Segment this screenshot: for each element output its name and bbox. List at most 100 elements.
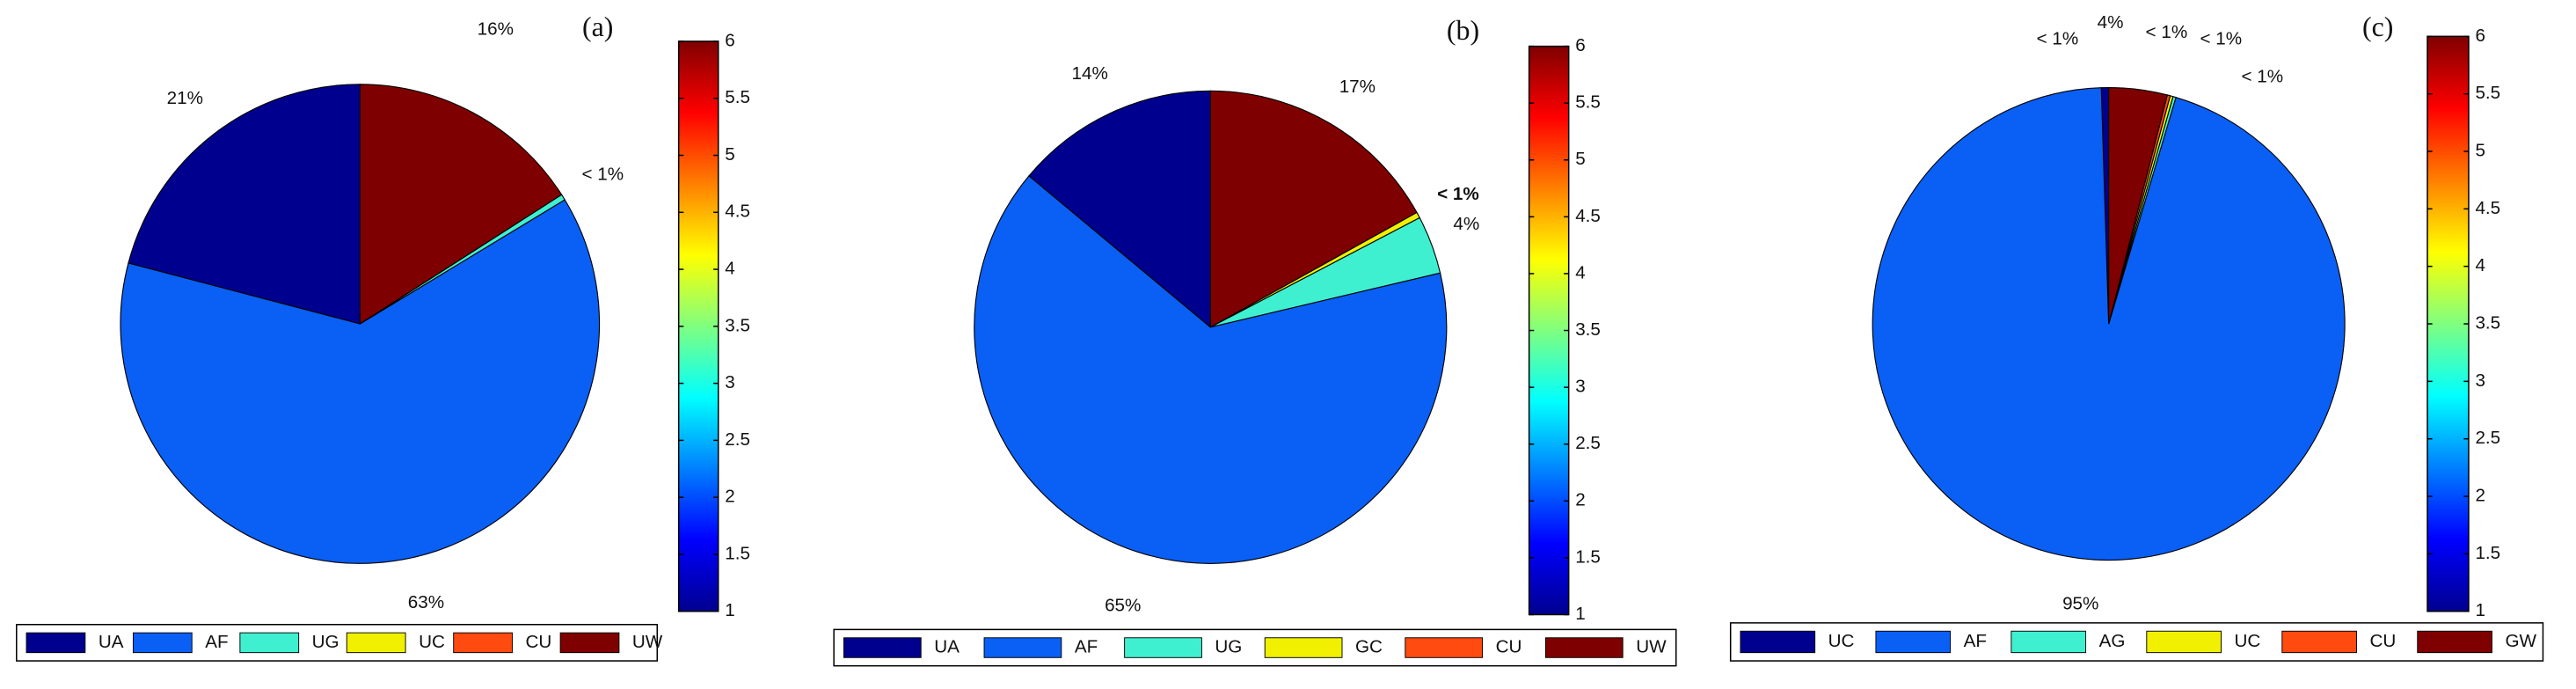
slice-label: < 1% — [2200, 29, 2243, 49]
legend-label: UW — [1636, 636, 1667, 656]
legend-box — [833, 628, 1677, 667]
slice-label: 65% — [1105, 596, 1141, 616]
legend-swatch — [1264, 637, 1343, 658]
legend-label: GW — [2505, 631, 2536, 651]
colorbar-tick-label: 4 — [725, 259, 734, 279]
legend-label: UC — [2235, 631, 2261, 651]
legend-label: UG — [1215, 636, 1242, 656]
legend-swatch — [843, 637, 922, 658]
legend-swatch — [2010, 630, 2087, 654]
colorbar-tick-label: 2 — [1575, 490, 1585, 510]
slice-label: 95% — [2062, 594, 2098, 614]
legend-swatch — [1875, 630, 1952, 654]
panel-title: (b) — [1447, 15, 1479, 46]
slice-label: < 1% — [581, 165, 624, 185]
legend-label: GC — [1355, 636, 1383, 656]
pie-slice — [2108, 86, 2169, 325]
legend-swatch — [26, 632, 86, 654]
colorbar-tick-label: 2.5 — [1575, 433, 1601, 453]
colorbar-tick-label: 5 — [2475, 140, 2485, 160]
legend-label: AF — [1964, 631, 1987, 651]
colorbar — [2426, 35, 2470, 612]
legend-swatch — [239, 632, 300, 654]
legend-label: AF — [1075, 636, 1098, 656]
slice-label: < 1% — [2037, 29, 2079, 49]
legend-label: CU — [526, 632, 552, 652]
colorbar-tick-label: 1 — [725, 600, 734, 620]
slice-label: 17% — [1339, 77, 1376, 97]
colorbar-tick-label: 5 — [725, 144, 734, 165]
colorbar-tick-label: 5.5 — [1575, 92, 1601, 113]
colorbar-tick-label: 5.5 — [2475, 83, 2500, 103]
legend-swatch — [983, 637, 1062, 658]
pie-slice — [974, 175, 1448, 564]
legend-label: AG — [2099, 631, 2126, 651]
pie-slice — [359, 84, 563, 326]
legend-swatch — [2417, 630, 2492, 654]
colorbar-tick-label: 4.5 — [1575, 206, 1601, 226]
colorbar-tick-label: 1.5 — [2475, 543, 2500, 563]
legend-swatch — [1544, 637, 1624, 658]
pie-slice — [128, 84, 361, 325]
colorbar-tick-label: 4.5 — [725, 202, 750, 222]
colorbar-tick-label: 2.5 — [725, 429, 750, 450]
legend-swatch — [2281, 630, 2357, 654]
colorbar-tick-label: 3.5 — [2475, 312, 2500, 333]
legend-label: UG — [312, 632, 339, 652]
pie-slice — [1209, 90, 1418, 328]
colorbar-tick-label: 3 — [1575, 377, 1585, 397]
legend-label: AF — [205, 632, 228, 652]
colorbar-tick-label: 5 — [1575, 149, 1585, 169]
colorbar-tick-label: 5.5 — [725, 87, 750, 107]
legend-label: CU — [1496, 636, 1522, 656]
pie-slice — [1028, 90, 1211, 328]
slice-label: 16% — [478, 18, 514, 39]
legend-label: UC — [419, 632, 445, 652]
colorbar-tick-label: 3 — [2475, 370, 2485, 391]
colorbar-tick-label: 2.5 — [2475, 428, 2500, 448]
slice-label: 4% — [2098, 12, 2124, 33]
legend-box — [1729, 622, 2544, 662]
colorbar — [677, 40, 719, 612]
colorbar-tick-label: 3 — [725, 372, 734, 392]
legend-swatch — [1405, 637, 1484, 658]
colorbar-tick-label: 1 — [1575, 604, 1585, 624]
slice-label: 21% — [167, 88, 203, 108]
legend-swatch — [1740, 630, 1816, 654]
colorbar — [1528, 45, 1570, 616]
colorbar-tick-label: 6 — [725, 30, 734, 50]
slice-label: < 1% — [2241, 67, 2283, 87]
slice-label: 14% — [1072, 63, 1108, 84]
legend-label: UA — [99, 632, 124, 652]
panel-title: (c) — [2362, 11, 2393, 42]
legend-label: UW — [632, 632, 663, 652]
colorbar-tick-label: 2 — [2475, 486, 2485, 506]
panel-title: (a) — [582, 11, 613, 42]
colorbar-tick-label: 6 — [2475, 26, 2485, 46]
slice-label: 4% — [1453, 214, 1479, 234]
legend-swatch — [453, 632, 513, 654]
legend-label: UC — [1828, 631, 1855, 651]
colorbar-tick-label: 2 — [725, 487, 734, 507]
colorbar-tick-label: 1.5 — [725, 543, 750, 563]
legend-swatch — [1124, 637, 1202, 658]
legend-label: UA — [934, 636, 960, 656]
colorbar-tick-label: 6 — [1575, 35, 1585, 55]
pie-slice — [120, 199, 601, 564]
legend-swatch — [559, 632, 620, 654]
colorbar-tick-label: 4 — [2475, 255, 2485, 275]
colorbar-tick-label: 3.5 — [1575, 319, 1601, 340]
colorbar-tick-label: 1 — [2475, 600, 2485, 620]
slice-label: 63% — [408, 592, 444, 612]
legend-swatch — [2146, 630, 2222, 654]
colorbar-tick-label: 4.5 — [2475, 198, 2500, 218]
legend-label: CU — [2369, 631, 2396, 651]
colorbar-tick-label: 3.5 — [725, 315, 750, 335]
slice-label: < 1% — [2146, 22, 2188, 42]
slice-label: < 1% — [1437, 184, 1479, 204]
colorbar-tick-label: 1.5 — [1575, 546, 1601, 567]
legend-swatch — [346, 632, 406, 654]
legend-box — [16, 623, 659, 662]
